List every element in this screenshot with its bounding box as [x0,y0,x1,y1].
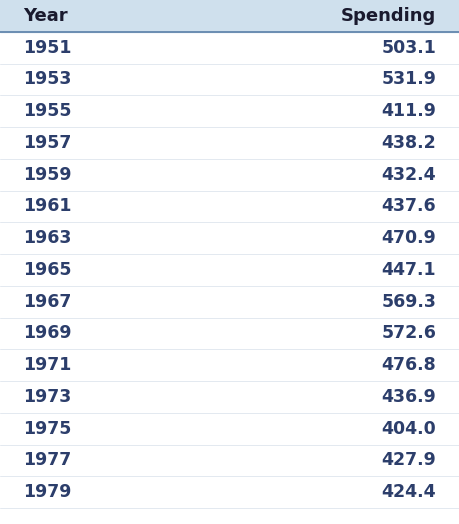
Text: 438.2: 438.2 [381,134,436,152]
Text: 531.9: 531.9 [381,70,436,89]
Text: 447.1: 447.1 [381,261,436,279]
Text: 572.6: 572.6 [381,324,436,343]
Text: 411.9: 411.9 [381,102,436,120]
Text: 1959: 1959 [23,166,72,184]
Text: 1963: 1963 [23,229,71,247]
Text: 503.1: 503.1 [381,39,436,57]
Text: 1973: 1973 [23,388,71,406]
Text: 1979: 1979 [23,483,71,501]
Text: 1975: 1975 [23,420,71,438]
Text: 424.4: 424.4 [381,483,436,501]
Text: 1967: 1967 [23,293,71,311]
Text: 1953: 1953 [23,70,71,89]
Text: 1961: 1961 [23,198,72,215]
Text: 1955: 1955 [23,102,72,120]
Text: 436.9: 436.9 [381,388,436,406]
Text: 1965: 1965 [23,261,72,279]
Text: Year: Year [23,7,67,25]
Text: 437.6: 437.6 [381,198,436,215]
Text: 1951: 1951 [23,39,72,57]
Text: 569.3: 569.3 [381,293,436,311]
Text: Spending: Spending [341,7,436,25]
Text: 427.9: 427.9 [381,452,436,470]
Text: 1977: 1977 [23,452,71,470]
Text: 1971: 1971 [23,356,71,374]
Text: 476.8: 476.8 [381,356,436,374]
Text: 470.9: 470.9 [381,229,436,247]
Text: 1957: 1957 [23,134,71,152]
Bar [0,0,459,32]
Text: 1969: 1969 [23,324,72,343]
Text: 432.4: 432.4 [381,166,436,184]
Text: 404.0: 404.0 [381,420,436,438]
